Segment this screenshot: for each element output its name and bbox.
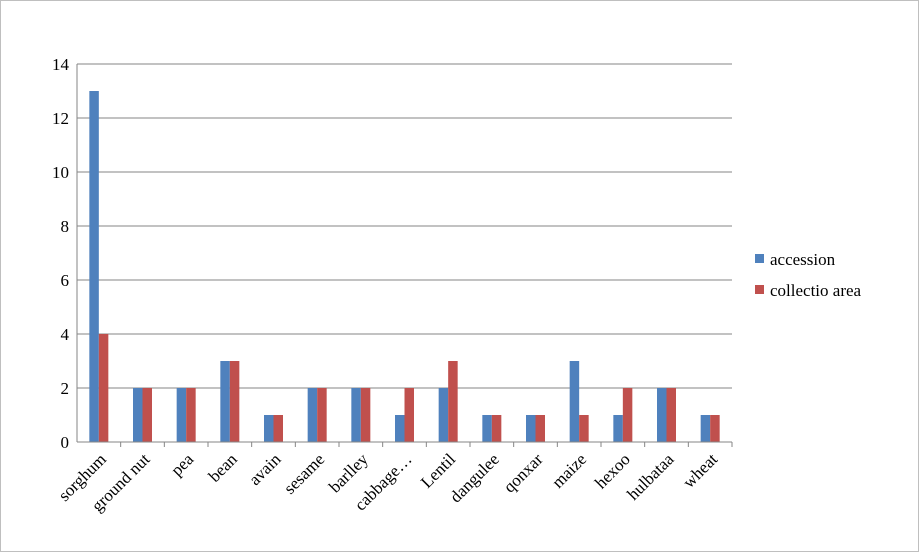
bar <box>482 415 492 442</box>
y-tick-label: 2 <box>61 379 70 398</box>
bar <box>142 388 152 442</box>
bar <box>89 91 99 442</box>
y-tick-label: 12 <box>52 109 69 128</box>
bar <box>220 361 230 442</box>
y-tick-label: 6 <box>61 271 70 290</box>
bar <box>404 388 414 442</box>
bar <box>186 388 196 442</box>
bar <box>264 415 274 442</box>
bar <box>526 415 536 442</box>
legend-label: accession <box>770 250 836 269</box>
bar <box>360 388 371 442</box>
legend-swatch <box>755 254 764 263</box>
bar <box>622 388 633 442</box>
bar <box>351 388 361 442</box>
bar <box>273 415 283 442</box>
bar <box>438 388 449 442</box>
bar <box>710 415 720 442</box>
bar <box>666 388 676 442</box>
bar <box>491 415 502 442</box>
y-tick-label: 14 <box>52 55 70 74</box>
bar <box>700 415 711 442</box>
bar <box>613 415 623 442</box>
y-tick-label: 0 <box>61 433 70 452</box>
bar <box>98 334 109 442</box>
y-tick-label: 4 <box>61 325 70 344</box>
bar <box>448 361 458 442</box>
bar <box>535 415 545 442</box>
bar <box>395 415 405 442</box>
bar <box>657 388 667 442</box>
y-tick-label: 10 <box>52 163 69 182</box>
y-tick-label: 8 <box>61 217 70 236</box>
bar <box>317 388 327 442</box>
legend-swatch <box>755 285 764 294</box>
bar <box>176 388 187 442</box>
bar <box>579 415 589 442</box>
legend-label: collectio area <box>770 281 862 300</box>
bar <box>133 388 143 442</box>
bar <box>307 388 318 442</box>
bar <box>569 361 580 442</box>
bar <box>229 361 240 442</box>
